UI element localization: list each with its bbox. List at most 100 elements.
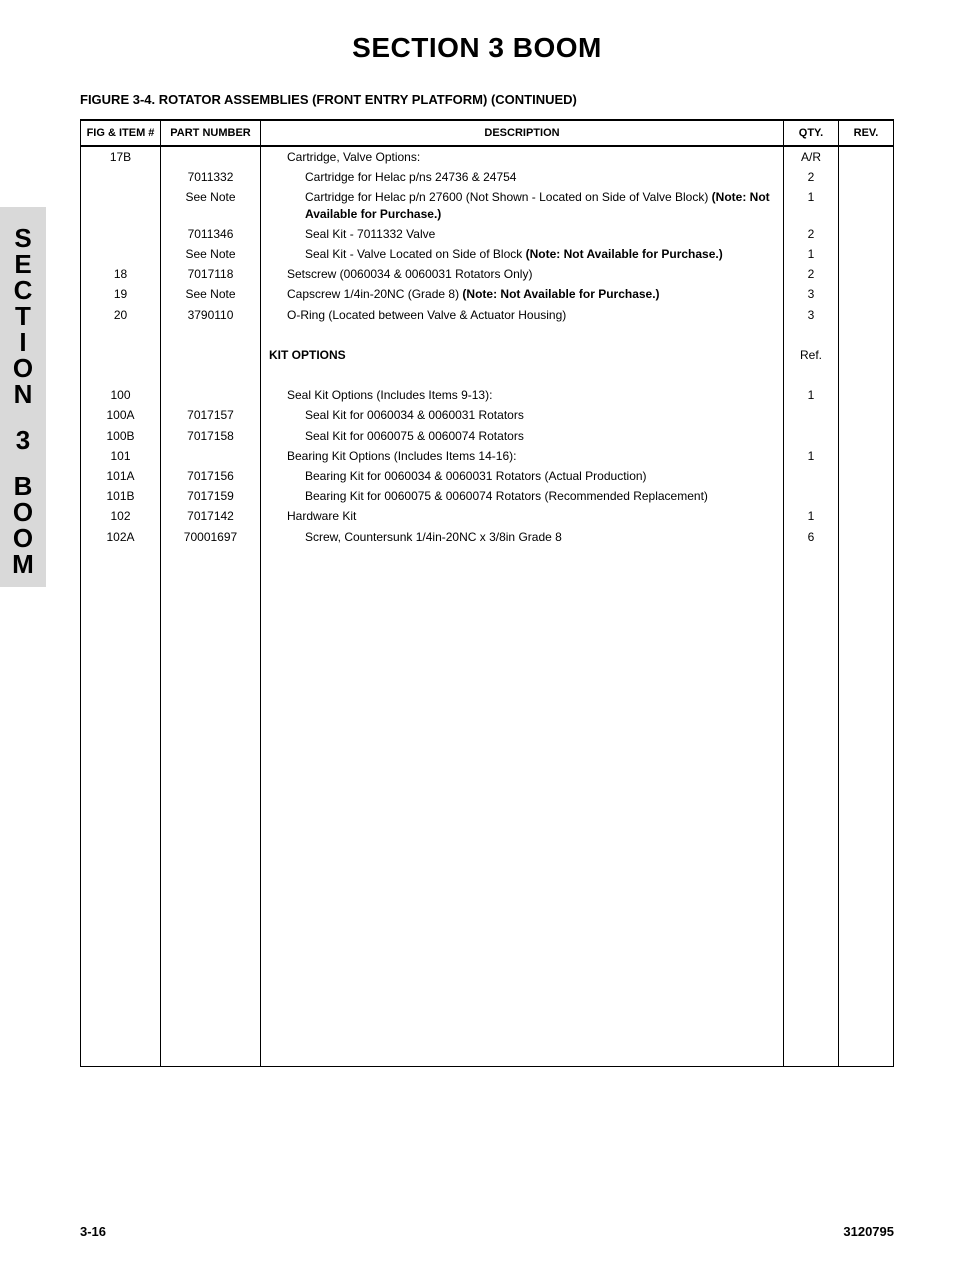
cell-description: Seal Kit Options (Includes Items 9-13): [261, 385, 784, 405]
side-tab-letter: S [14, 225, 31, 251]
table-header-row: FIG & ITEM # PART NUMBER DESCRIPTION QTY… [81, 120, 894, 146]
cell-rev [839, 405, 894, 425]
cell-rev [839, 244, 894, 264]
cell-part-number: 3790110 [161, 305, 261, 325]
side-tab-letter: T [15, 303, 31, 329]
section-side-tab: SECTION3BOOM [0, 207, 46, 587]
cell-qty: 1 [784, 385, 839, 405]
cell-qty: 2 [784, 167, 839, 187]
side-tab-letter: B [14, 473, 33, 499]
cell-fig: 101A [81, 466, 161, 486]
col-desc: DESCRIPTION [261, 120, 784, 146]
table-row: See NoteSeal Kit - Valve Located on Side… [81, 244, 894, 264]
table-row: 203790110O-Ring (Located between Valve &… [81, 305, 894, 325]
cell-description: Cartridge for Helac p/n 27600 (Not Shown… [261, 187, 784, 223]
cell-rev [839, 305, 894, 325]
cell-rev [839, 426, 894, 446]
cell-rev [839, 527, 894, 547]
cell-qty: 2 [784, 224, 839, 244]
table-row: 7011332Cartridge for Helac p/ns 24736 & … [81, 167, 894, 187]
side-tab-letter: C [14, 277, 33, 303]
cell-description: Seal Kit - 7011332 Valve [261, 224, 784, 244]
cell-part-number: 70001697 [161, 527, 261, 547]
cell-rev [839, 167, 894, 187]
cell-qty [784, 466, 839, 486]
cell-fig [81, 187, 161, 223]
cell-part-number: See Note [161, 187, 261, 223]
cell-qty [784, 405, 839, 425]
cell-fig: 100B [81, 426, 161, 446]
side-tab-letter: N [14, 381, 33, 407]
cell-description: Bearing Kit for 0060075 & 0060074 Rotato… [261, 486, 784, 506]
table-row: 19See NoteCapscrew 1/4in-20NC (Grade 8) … [81, 284, 894, 304]
table-row: 101Bearing Kit Options (Includes Items 1… [81, 446, 894, 466]
cell-description: Seal Kit - Valve Located on Side of Bloc… [261, 244, 784, 264]
side-tab-letter: O [13, 525, 33, 551]
cell-part-number: See Note [161, 244, 261, 264]
table-row: 102A70001697Screw, Countersunk 1/4in-20N… [81, 527, 894, 547]
side-tab-letter: O [13, 355, 33, 381]
cell-qty: 1 [784, 446, 839, 466]
side-tab-letter: E [14, 251, 31, 277]
cell-part-number: 7011332 [161, 167, 261, 187]
cell-part-number: See Note [161, 284, 261, 304]
cell-rev [839, 385, 894, 405]
cell-description: Seal Kit for 0060075 & 0060074 Rotators [261, 426, 784, 446]
cell-fig: 102 [81, 506, 161, 526]
footer-doc-number: 3120795 [843, 1224, 894, 1239]
cell-part-number: 7017118 [161, 264, 261, 284]
cell-qty: 3 [784, 284, 839, 304]
cell-part-number [161, 345, 261, 365]
cell-description: Screw, Countersunk 1/4in-20NC x 3/8in Gr… [261, 527, 784, 547]
cell-rev [839, 345, 894, 365]
parts-table-wrap: FIG & ITEM # PART NUMBER DESCRIPTION QTY… [80, 119, 894, 1067]
cell-description: KIT OPTIONS [261, 345, 784, 365]
cell-rev [839, 187, 894, 223]
table-row: See NoteCartridge for Helac p/n 27600 (N… [81, 187, 894, 223]
cell-qty: 1 [784, 506, 839, 526]
cell-description: Capscrew 1/4in-20NC (Grade 8) (Note: Not… [261, 284, 784, 304]
cell-fig: 18 [81, 264, 161, 284]
cell-rev [839, 506, 894, 526]
table-row: 1027017142Hardware Kit1 [81, 506, 894, 526]
cell-qty [784, 426, 839, 446]
cell-fig: 101 [81, 446, 161, 466]
table-filler-row [81, 547, 894, 1067]
footer-page-number: 3-16 [80, 1224, 106, 1239]
cell-rev [839, 486, 894, 506]
figure-caption: FIGURE 3-4. ROTATOR ASSEMBLIES (FRONT EN… [80, 92, 954, 107]
table-row: 100B7017158Seal Kit for 0060075 & 006007… [81, 426, 894, 446]
cell-rev [839, 446, 894, 466]
cell-qty [784, 486, 839, 506]
table-row: 100 Seal Kit Options (Includes Items 9-13… [81, 385, 894, 405]
cell-fig: 102A [81, 527, 161, 547]
table-row: 101A7017156Bearing Kit for 0060034 & 006… [81, 466, 894, 486]
cell-rev [839, 224, 894, 244]
cell-qty: 1 [784, 244, 839, 264]
cell-description: O-Ring (Located between Valve & Actuator… [261, 305, 784, 325]
page-title: SECTION 3 BOOM [0, 32, 954, 64]
cell-fig [81, 345, 161, 365]
table-row: 17BCartridge, Valve Options:A/R [81, 146, 894, 167]
cell-fig: 100A [81, 405, 161, 425]
table-row [81, 365, 894, 385]
cell-description: Cartridge for Helac p/ns 24736 & 24754 [261, 167, 784, 187]
side-tab-letter: I [19, 329, 26, 355]
cell-part-number [161, 446, 261, 466]
cell-fig: 100 [81, 385, 161, 405]
cell-fig: 19 [81, 284, 161, 304]
cell-qty: 2 [784, 264, 839, 284]
cell-qty: 3 [784, 305, 839, 325]
cell-rev [839, 466, 894, 486]
cell-rev [839, 284, 894, 304]
table-row: 7011346Seal Kit - 7011332 Valve2 [81, 224, 894, 244]
cell-qty: Ref. [784, 345, 839, 365]
cell-part-number: 7017156 [161, 466, 261, 486]
cell-qty: 6 [784, 527, 839, 547]
table-row: KIT OPTIONSRef. [81, 345, 894, 365]
cell-part-number: 7017159 [161, 486, 261, 506]
cell-part-number: 7017157 [161, 405, 261, 425]
cell-description: Setscrew (0060034 & 0060031 Rotators Onl… [261, 264, 784, 284]
parts-table: FIG & ITEM # PART NUMBER DESCRIPTION QTY… [80, 119, 894, 1067]
side-tab-letter: 3 [16, 427, 30, 453]
